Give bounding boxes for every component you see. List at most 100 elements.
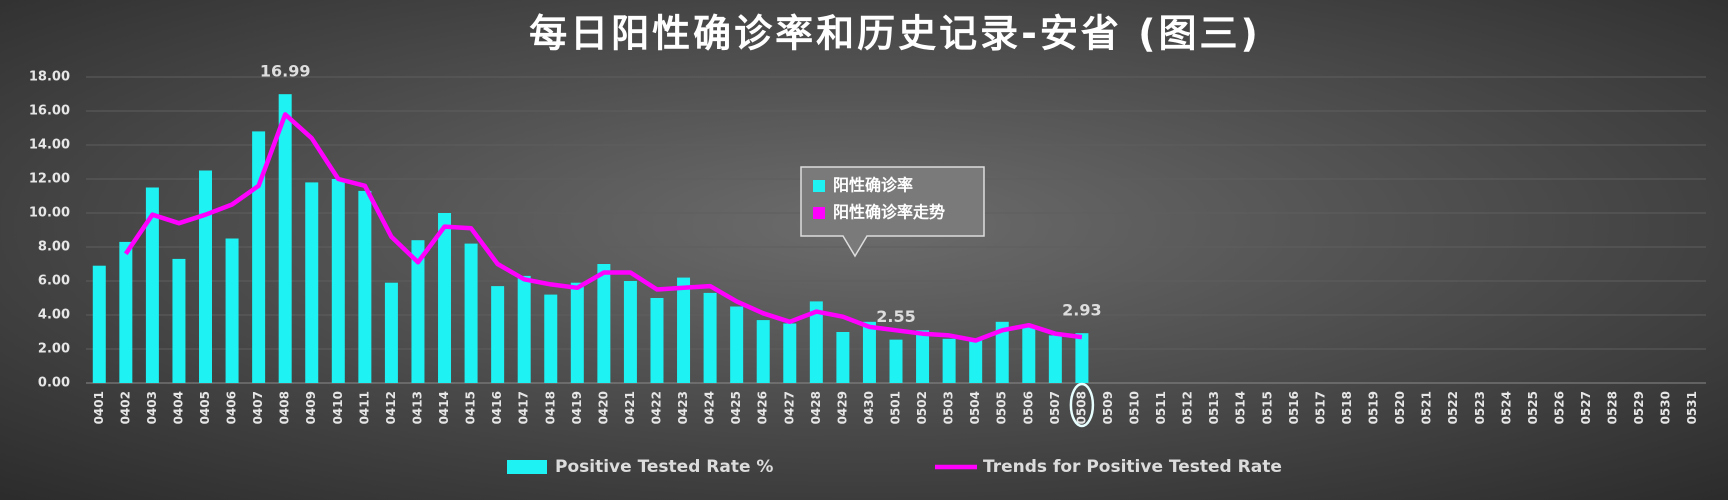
bar bbox=[1022, 325, 1036, 383]
bar bbox=[278, 94, 292, 384]
x-tick-label: 0406 bbox=[225, 391, 239, 424]
bar bbox=[836, 332, 850, 383]
bar bbox=[995, 321, 1009, 383]
data-label: 2.55 bbox=[876, 307, 915, 326]
x-tick-label: 0420 bbox=[596, 391, 610, 424]
bar bbox=[491, 286, 505, 383]
x-tick-label: 0410 bbox=[331, 391, 345, 424]
data-label: 2.93 bbox=[1062, 301, 1101, 320]
x-tick-label: 0426 bbox=[756, 391, 770, 424]
x-tick-label: 0404 bbox=[171, 391, 185, 424]
x-tick-label: 0414 bbox=[437, 391, 451, 424]
data-label: 16.99 bbox=[260, 62, 311, 81]
x-tick-label: 0407 bbox=[251, 391, 265, 424]
bar bbox=[225, 238, 239, 383]
x-tick-label: 0417 bbox=[517, 391, 531, 424]
x-tick-label: 0514 bbox=[1234, 391, 1248, 424]
x-tick-label: 0506 bbox=[1021, 391, 1035, 424]
x-tick-label: 0403 bbox=[145, 391, 159, 424]
legend-label: Positive Tested Rate % bbox=[555, 457, 773, 477]
bar bbox=[305, 182, 319, 383]
bar bbox=[1075, 333, 1089, 383]
bar bbox=[411, 240, 425, 383]
x-tick-label: 0529 bbox=[1632, 391, 1646, 424]
bar bbox=[942, 338, 956, 383]
y-tick-label: 0.00 bbox=[38, 376, 70, 391]
legend-swatch bbox=[507, 460, 547, 474]
x-tick-label: 0504 bbox=[968, 391, 982, 424]
x-tick-label: 0507 bbox=[1048, 391, 1062, 424]
x-tick-label: 0405 bbox=[198, 391, 212, 424]
x-tick-label: 0518 bbox=[1340, 391, 1354, 424]
bar bbox=[438, 213, 452, 383]
x-tick-label: 0527 bbox=[1579, 391, 1593, 424]
x-tick-label: 0528 bbox=[1606, 391, 1620, 424]
x-tick-label: 0505 bbox=[995, 391, 1009, 424]
x-tick-label: 0520 bbox=[1393, 391, 1407, 424]
x-tick-label: 0523 bbox=[1473, 391, 1487, 424]
x-tick-label: 0511 bbox=[1154, 391, 1168, 424]
x-tick-label: 0402 bbox=[118, 391, 132, 424]
callout-box bbox=[800, 166, 985, 258]
y-tick-label: 6.00 bbox=[38, 274, 70, 289]
legend-label: Trends for Positive Tested Rate bbox=[983, 457, 1282, 477]
trend-line bbox=[123, 112, 1083, 343]
x-tick-label: 0513 bbox=[1207, 391, 1221, 424]
x-tick-label: 0522 bbox=[1446, 391, 1460, 424]
bar bbox=[544, 294, 558, 383]
bar bbox=[92, 265, 106, 383]
bar bbox=[358, 190, 372, 383]
bar bbox=[783, 323, 797, 383]
x-tick-label: 0508 bbox=[1074, 391, 1088, 424]
x-tick-label: 0515 bbox=[1260, 391, 1274, 424]
callout-swatch bbox=[813, 180, 825, 192]
bar bbox=[517, 275, 531, 383]
bar bbox=[119, 241, 133, 383]
bar bbox=[464, 243, 478, 383]
bar bbox=[650, 298, 664, 383]
x-tick-label: 0429 bbox=[835, 391, 849, 424]
bar bbox=[172, 258, 186, 383]
y-tick-label: 12.00 bbox=[29, 172, 70, 187]
x-tick-label: 0413 bbox=[410, 391, 424, 424]
x-tick-label: 0422 bbox=[649, 391, 663, 424]
bar bbox=[677, 277, 691, 383]
y-tick-label: 10.00 bbox=[29, 206, 70, 221]
x-tick-label: 0503 bbox=[942, 391, 956, 424]
x-tick-label: 0531 bbox=[1685, 391, 1699, 424]
x-tick-label: 0424 bbox=[703, 391, 717, 424]
x-tick-label: 0512 bbox=[1181, 391, 1195, 424]
bar bbox=[252, 131, 266, 383]
x-tick-label: 0418 bbox=[543, 391, 557, 424]
x-tick-label: 0401 bbox=[92, 391, 106, 424]
bar bbox=[703, 292, 717, 383]
y-tick-label: 16.00 bbox=[29, 104, 70, 119]
x-tick-label: 0427 bbox=[782, 391, 796, 424]
y-tick-label: 2.00 bbox=[38, 342, 70, 357]
y-tick-label: 18.00 bbox=[29, 70, 70, 85]
x-tick-label: 0411 bbox=[357, 391, 371, 424]
chart-title: 每日阳性确诊率和历史记录-安省 (图三) bbox=[529, 12, 1261, 56]
bar bbox=[756, 320, 770, 383]
y-tick-label: 8.00 bbox=[38, 240, 70, 255]
x-tick-label: 0501 bbox=[889, 391, 903, 424]
bar bbox=[969, 338, 983, 383]
bar bbox=[730, 306, 744, 383]
x-tick-label: 0502 bbox=[915, 391, 929, 424]
x-tick-label: 0510 bbox=[1128, 391, 1142, 424]
bar bbox=[623, 281, 637, 383]
bar bbox=[331, 179, 345, 383]
x-tick-label: 0416 bbox=[490, 391, 504, 424]
x-tick-label: 0409 bbox=[304, 391, 318, 424]
x-tick-label: 0517 bbox=[1313, 391, 1327, 424]
bar bbox=[570, 282, 584, 383]
x-tick-label: 0419 bbox=[570, 391, 584, 424]
bar bbox=[809, 301, 823, 383]
x-tick-label: 0415 bbox=[464, 391, 478, 424]
x-tick-label: 0519 bbox=[1367, 391, 1381, 424]
x-tick-label: 0516 bbox=[1287, 391, 1301, 424]
y-tick-label: 4.00 bbox=[38, 308, 70, 323]
x-tick-label: 0509 bbox=[1101, 391, 1115, 424]
callout-label: 阳性确诊率走势 bbox=[833, 203, 945, 222]
